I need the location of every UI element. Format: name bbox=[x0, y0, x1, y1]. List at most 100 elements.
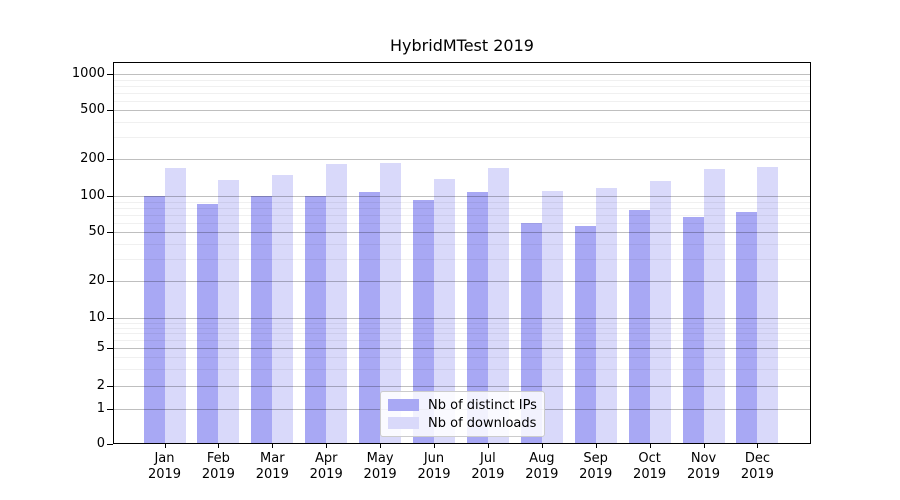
x-tick-dec bbox=[757, 444, 759, 448]
year-label: 2019 bbox=[417, 467, 451, 482]
bar-distinct-ips-jun bbox=[413, 199, 434, 444]
gridline-major-1000 bbox=[114, 74, 810, 75]
x-tick-nov bbox=[703, 444, 705, 448]
bar-distinct-ips-jan bbox=[143, 196, 165, 444]
y-tick-label-20: 20 bbox=[88, 273, 105, 288]
gridline-major-10 bbox=[114, 318, 810, 319]
x-tick-label-nov: Nov 2019 bbox=[687, 451, 720, 483]
year-label: 2019 bbox=[255, 467, 289, 482]
gridline-major-500 bbox=[114, 110, 810, 111]
gridline-major-5 bbox=[114, 348, 810, 349]
gridline-major-50 bbox=[114, 232, 810, 233]
bar-distinct-ips-feb bbox=[197, 204, 219, 444]
bar-downloads-jun bbox=[434, 179, 455, 444]
year-label: 2019 bbox=[363, 467, 397, 482]
year-label: 2019 bbox=[525, 467, 559, 482]
y-tick-label-2: 2 bbox=[96, 378, 105, 393]
legend-label: Nb of distinct IPs bbox=[428, 397, 537, 413]
bar-downloads-aug bbox=[541, 191, 563, 444]
month-label: Jul bbox=[480, 451, 496, 466]
gridline-minor-600 bbox=[114, 100, 810, 102]
bar-distinct-ips-nov bbox=[682, 216, 704, 444]
legend-swatch-icon bbox=[388, 417, 419, 429]
month-label: May bbox=[366, 451, 394, 466]
x-tick-may bbox=[380, 444, 382, 448]
y-tick-label-50: 50 bbox=[88, 224, 105, 239]
x-tick-jul bbox=[487, 444, 489, 448]
gridline-major-100 bbox=[114, 196, 810, 197]
gridline-minor-900 bbox=[114, 79, 810, 81]
x-tick-label-feb: Feb 2019 bbox=[202, 451, 235, 483]
x-tick-label-may: May 2019 bbox=[364, 451, 397, 483]
axis-spine-left bbox=[113, 62, 114, 444]
x-tick-sep bbox=[595, 444, 597, 448]
month-label: Dec bbox=[744, 451, 770, 466]
month-label: Nov bbox=[690, 451, 717, 466]
month-label: Mar bbox=[260, 451, 285, 466]
legend-row: Nb of downloads bbox=[388, 414, 538, 432]
y-tick-label-1: 1 bbox=[96, 401, 105, 416]
year-label: 2019 bbox=[579, 467, 613, 482]
gridline-minor-90 bbox=[114, 201, 810, 203]
gridline-minor-40 bbox=[114, 243, 810, 245]
y-tick-label-10: 10 bbox=[88, 310, 105, 325]
y-tick-label-1000: 1000 bbox=[71, 66, 105, 81]
legend-row: Nb of distinct IPs bbox=[388, 396, 538, 414]
month-label: Jan bbox=[154, 451, 175, 466]
legend-label: Nb of downloads bbox=[428, 415, 537, 431]
axis-spine-top bbox=[113, 62, 811, 63]
gridline-minor-700 bbox=[114, 92, 810, 94]
gridline-major-20 bbox=[114, 281, 810, 282]
gridline-minor-9 bbox=[114, 322, 810, 324]
legend: Nb of distinct IPs Nb of downloads bbox=[380, 391, 545, 437]
axis-spine-bottom bbox=[113, 443, 811, 444]
axis-spine-right bbox=[810, 62, 811, 444]
y-tick-2 bbox=[107, 385, 113, 387]
bar-downloads-may bbox=[380, 162, 402, 444]
gridline-minor-800 bbox=[114, 85, 810, 87]
y-tick-200 bbox=[107, 158, 113, 160]
bar-distinct-ips-aug bbox=[520, 223, 542, 444]
bar-downloads-mar bbox=[272, 174, 294, 444]
gridline-major-2 bbox=[114, 386, 810, 387]
x-tick-aug bbox=[541, 444, 543, 448]
y-tick-5 bbox=[107, 347, 113, 349]
chart-title: HybridMTest 2019 bbox=[390, 36, 534, 55]
bar-distinct-ips-mar bbox=[251, 196, 273, 444]
gridline-minor-400 bbox=[114, 121, 810, 123]
y-tick-500 bbox=[107, 109, 113, 111]
y-tick-label-5: 5 bbox=[96, 340, 105, 355]
bar-downloads-jan bbox=[164, 167, 186, 444]
x-tick-label-jan: Jan 2019 bbox=[148, 451, 181, 483]
y-tick-label-100: 100 bbox=[80, 188, 105, 203]
y-tick-1000 bbox=[107, 73, 113, 75]
x-tick-label-apr: Apr 2019 bbox=[310, 451, 343, 483]
year-label: 2019 bbox=[740, 467, 774, 482]
bar-downloads-oct bbox=[649, 181, 671, 444]
month-label: Oct bbox=[638, 451, 661, 466]
y-tick-label-200: 200 bbox=[80, 151, 105, 166]
y-tick-label-0: 0 bbox=[96, 436, 105, 451]
x-tick-oct bbox=[649, 444, 651, 448]
month-label: Apr bbox=[314, 451, 338, 466]
gridline-minor-300 bbox=[114, 137, 810, 139]
gridline-minor-3 bbox=[114, 369, 810, 371]
bar-distinct-ips-oct bbox=[628, 209, 650, 444]
year-label: 2019 bbox=[201, 467, 235, 482]
gridline-minor-7 bbox=[114, 333, 810, 335]
year-label: 2019 bbox=[686, 467, 721, 482]
x-tick-label-dec: Dec 2019 bbox=[741, 451, 774, 483]
bar-downloads-nov bbox=[703, 168, 725, 444]
y-tick-50 bbox=[107, 231, 113, 233]
gridline-minor-70 bbox=[114, 214, 810, 216]
bar-downloads-sep bbox=[595, 188, 617, 444]
gridline-minor-60 bbox=[114, 222, 810, 224]
x-tick-feb bbox=[218, 444, 220, 448]
gridline-major-200 bbox=[114, 159, 810, 160]
bar-downloads-dec bbox=[757, 167, 779, 444]
y-tick-20 bbox=[107, 280, 113, 282]
x-tick-mar bbox=[272, 444, 274, 448]
x-tick-jun bbox=[434, 444, 435, 448]
y-tick-1 bbox=[107, 408, 113, 410]
